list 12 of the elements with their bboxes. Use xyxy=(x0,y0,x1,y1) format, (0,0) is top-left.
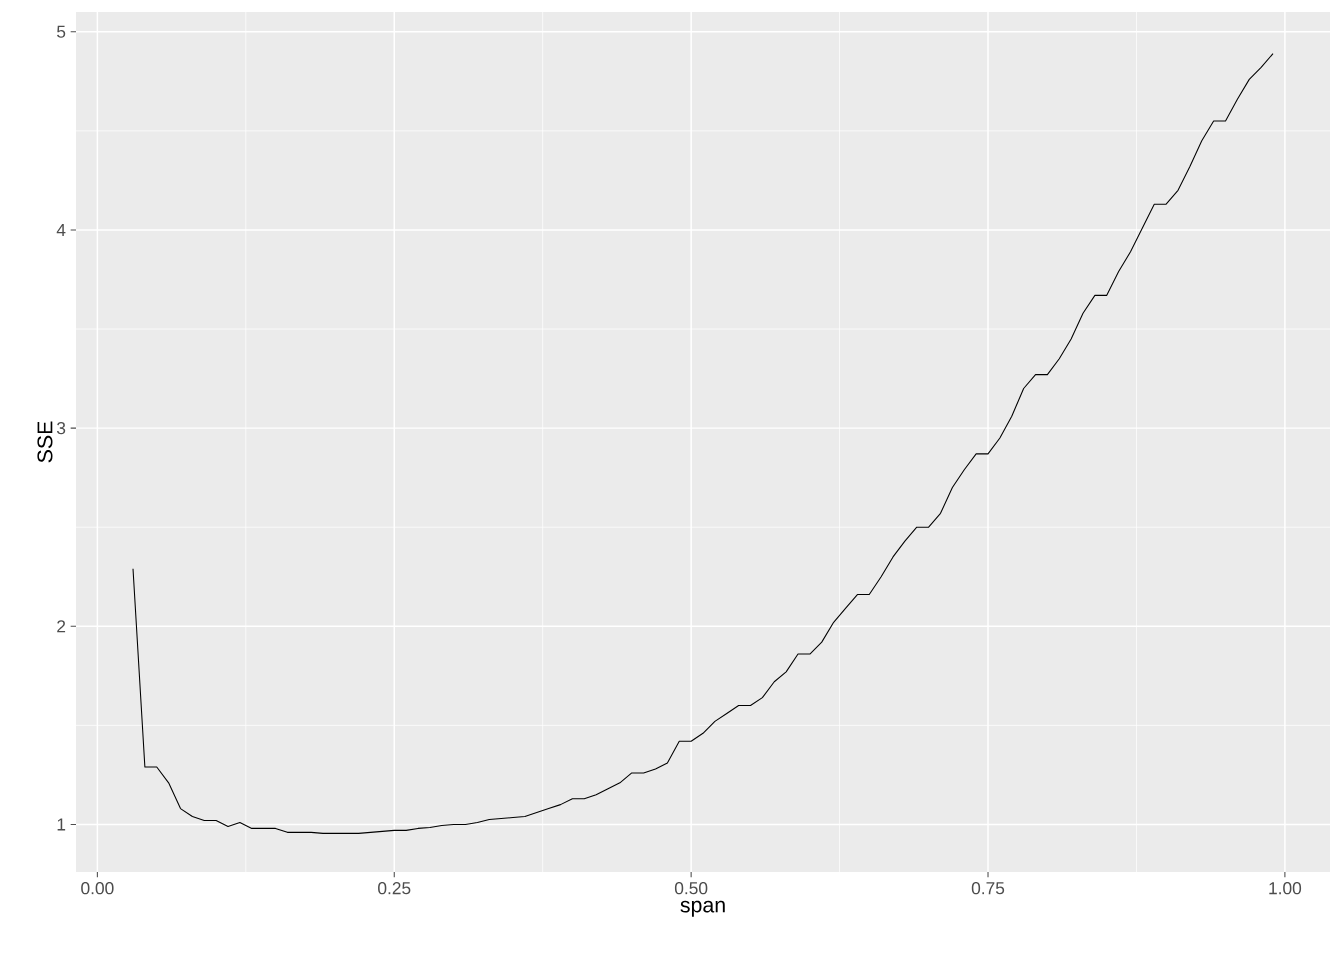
y-tick-label: 5 xyxy=(57,25,66,38)
y-tick-label: 1 xyxy=(57,818,66,831)
y-tick-label: 2 xyxy=(57,620,66,633)
x-tick-label: 0.50 xyxy=(674,882,708,895)
y-axis-title: SSE xyxy=(37,421,53,463)
x-tick-label: 0.75 xyxy=(971,882,1005,895)
x-tick-label: 1.00 xyxy=(1269,882,1302,895)
y-tick-label: 4 xyxy=(56,224,66,236)
x-tick-label: 0.00 xyxy=(81,882,114,895)
y-tick-label: 3 xyxy=(56,421,66,435)
x-tick-label: 0.25 xyxy=(378,882,411,895)
x-axis-title: span xyxy=(680,900,725,917)
